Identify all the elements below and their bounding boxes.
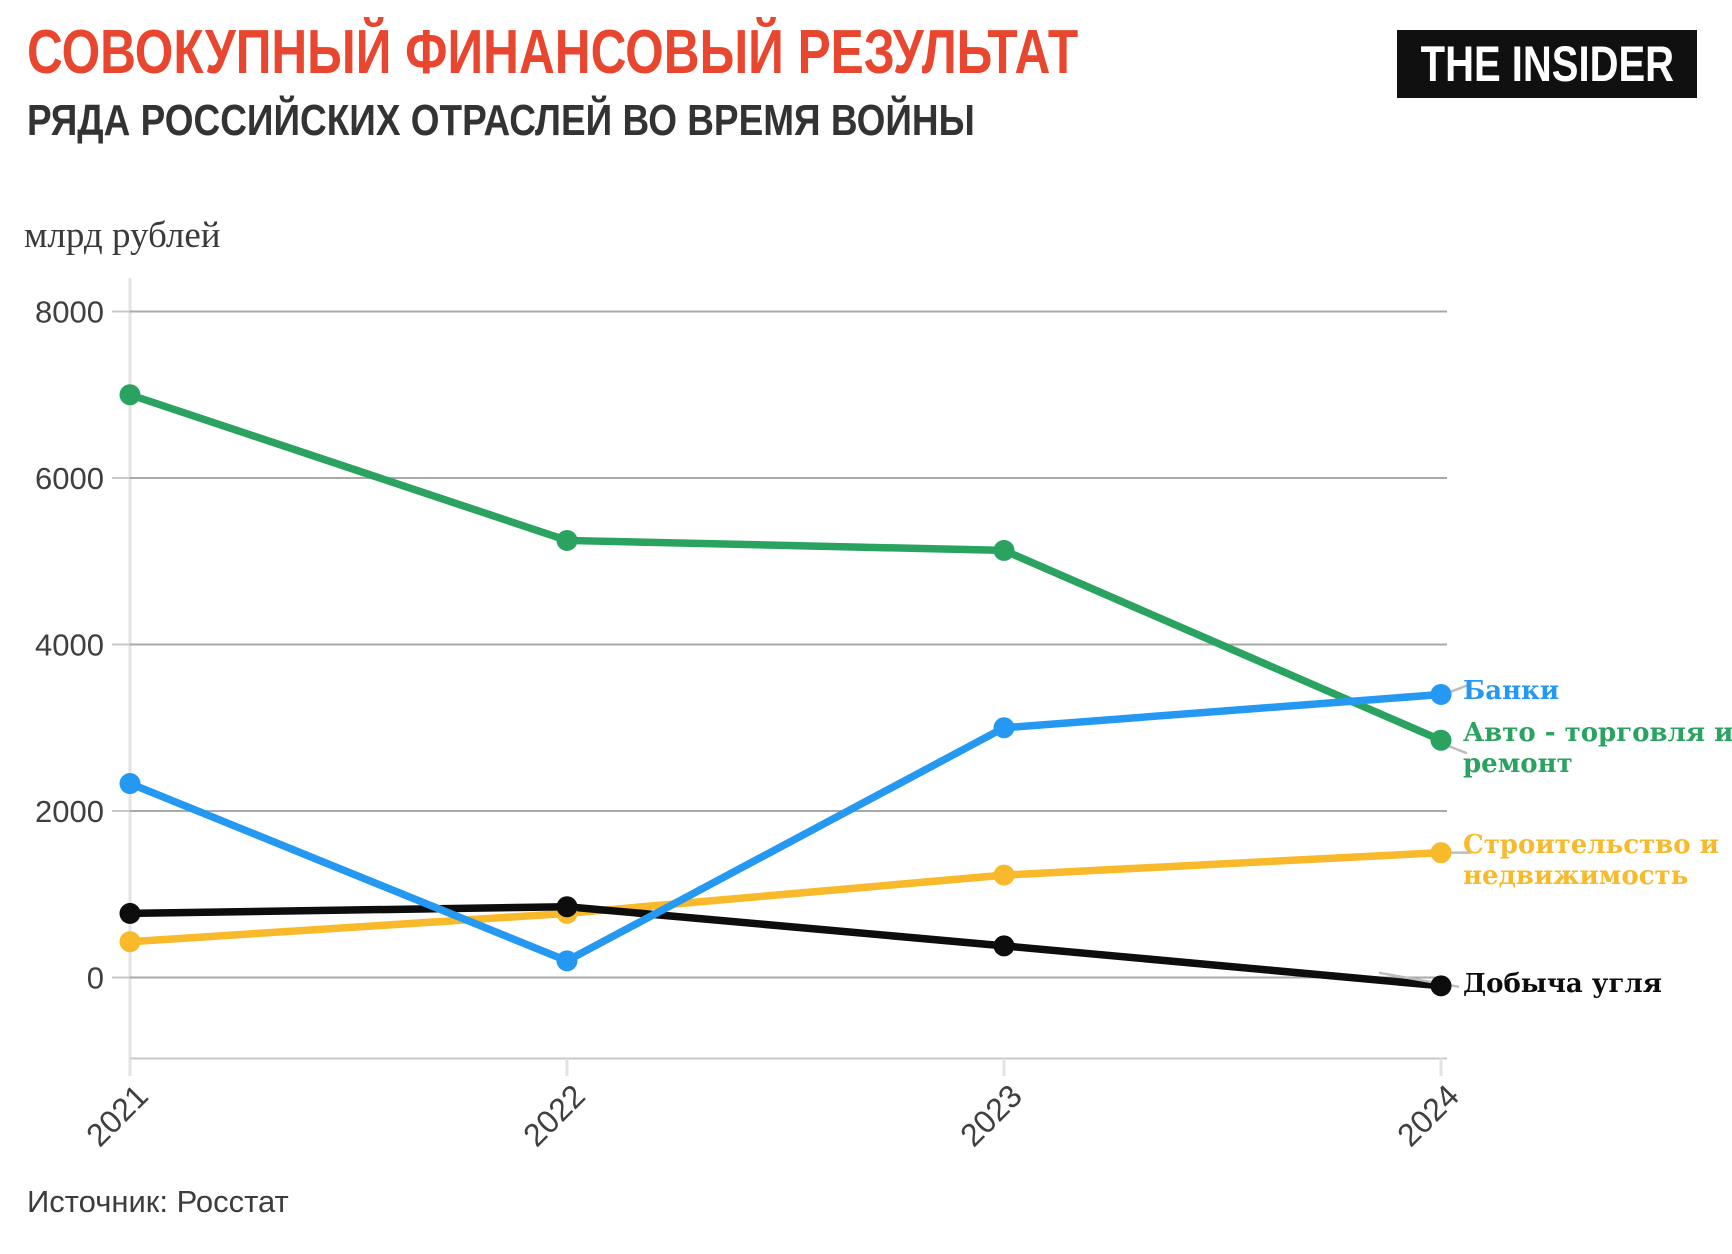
label-leader-line: [1448, 684, 1468, 694]
the-insider-logo: THE INSIDER: [1397, 30, 1697, 98]
data-point: [556, 896, 578, 918]
source-note: Источник: Росстат: [27, 1184, 289, 1219]
data-point: [993, 864, 1015, 886]
x-tick-label: 2024: [1390, 1077, 1466, 1153]
data-point: [119, 773, 141, 795]
x-tick-label: 2023: [953, 1077, 1029, 1153]
data-point: [556, 950, 578, 972]
page-title: СОВОКУПНЫЙ ФИНАНСОВЫЙ РЕЗУЛЬТАТ: [27, 18, 1079, 87]
series-label-banks: Банки: [1463, 676, 1560, 707]
label-leader-line: [1448, 745, 1468, 755]
series-line: [126, 848, 1445, 946]
series-layer: [119, 384, 1471, 997]
x-tick-label: 2021: [79, 1077, 155, 1153]
y-tick-label: 2000: [35, 794, 104, 829]
y-tick-label: 4000: [35, 628, 104, 663]
series-line: [126, 690, 1445, 965]
logo-text: THE INSIDER: [1420, 36, 1674, 92]
data-point: [1430, 683, 1452, 705]
data-point: [119, 931, 141, 953]
data-point: [119, 384, 141, 406]
series-line: [126, 902, 1445, 990]
y-axis-unit-label: млрд рублей: [24, 215, 221, 256]
y-tick-label: 8000: [35, 295, 104, 330]
page-subtitle: РЯДА РОССИЙСКИХ ОТРАСЛЕЙ ВО ВРЕМЯ ВОЙНЫ: [27, 96, 975, 145]
data-point: [1430, 729, 1452, 751]
grid-layer: 0 2000 4000 6000 8000: [35, 278, 1447, 1059]
series-line: [126, 391, 1445, 744]
series-label-auto-trade-repair: Авто - торговля и ремонт: [1463, 718, 1732, 780]
data-point: [556, 529, 578, 551]
data-point: [993, 539, 1015, 561]
series-label-construction-realestate: Строительство и недвижимость: [1463, 829, 1719, 891]
y-tick-label: 0: [87, 961, 104, 996]
axis-layer: 2021 2022 2023 2024: [79, 1057, 1466, 1153]
data-point: [1430, 842, 1452, 864]
data-point: [119, 902, 141, 924]
y-tick-label: 6000: [35, 461, 104, 496]
data-point: [993, 935, 1015, 957]
data-point: [1430, 975, 1452, 997]
data-point: [993, 717, 1015, 739]
x-tick-label: 2022: [516, 1077, 592, 1153]
series-label-coal-mining: Добыча угля: [1463, 968, 1662, 999]
